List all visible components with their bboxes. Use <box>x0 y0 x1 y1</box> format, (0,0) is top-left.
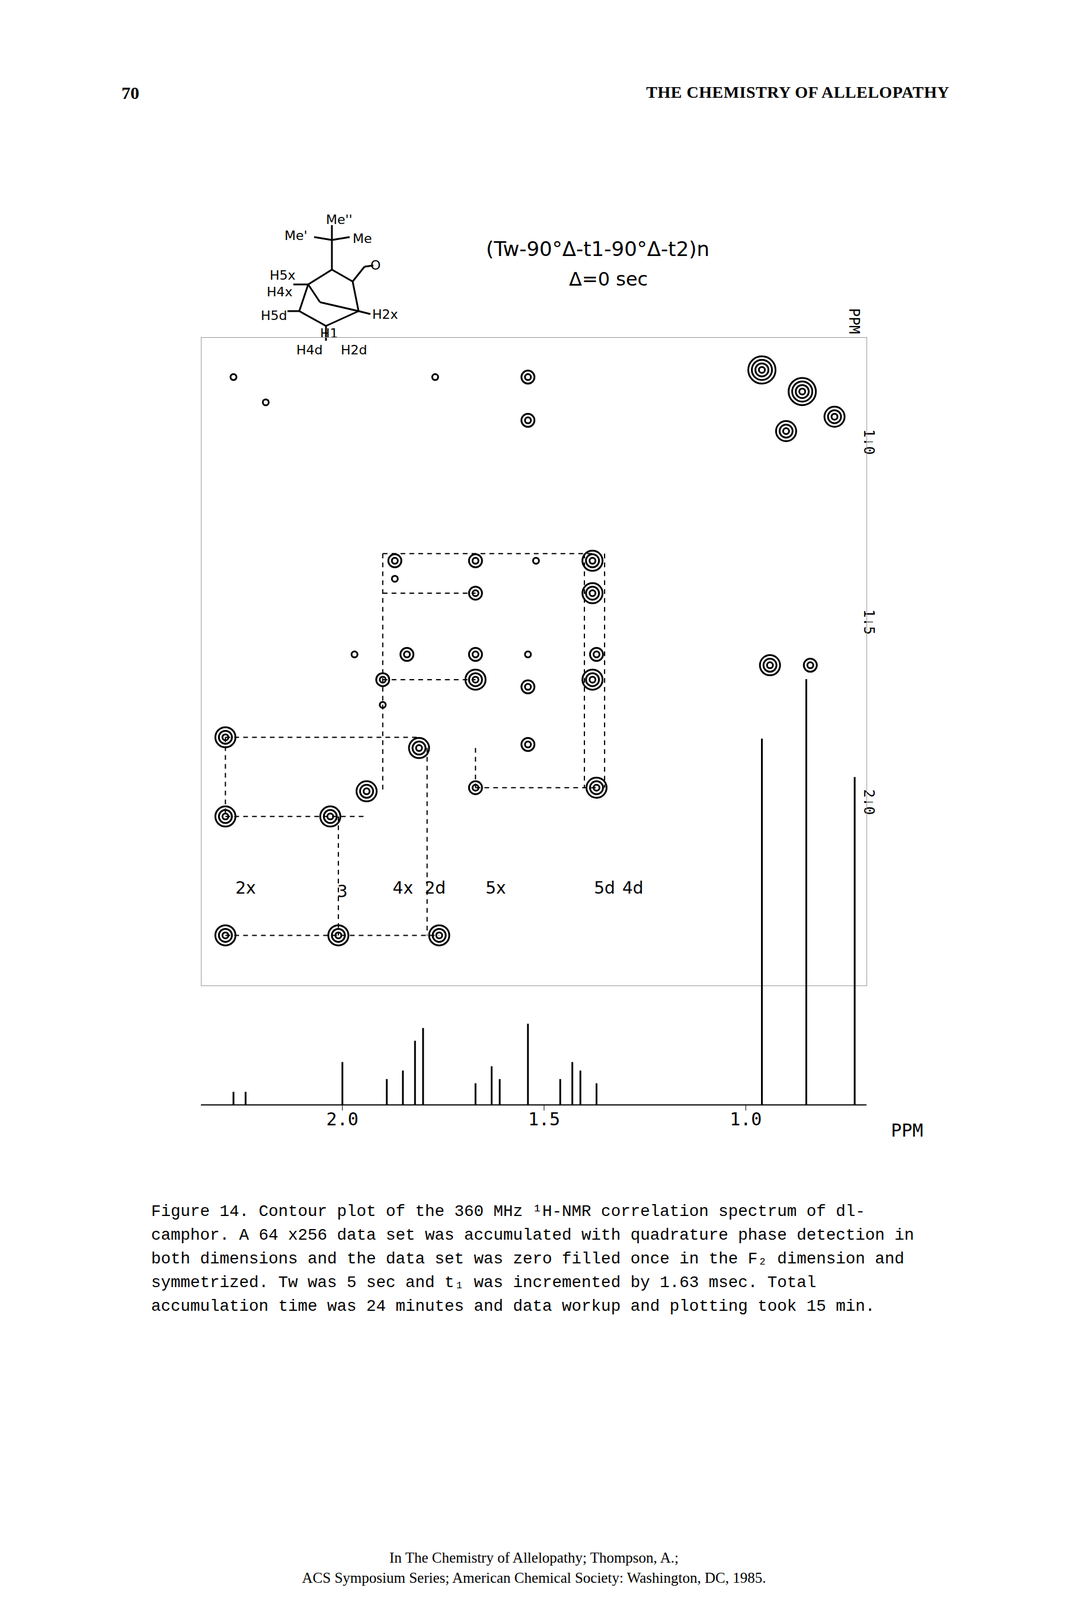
html-text:Figure 14. Contour plot of the: Figure 14. Contour plot of the 360 MHz ¹… <box>151 1202 915 1316</box>
svg-text:1.5: 1.5 <box>860 609 878 635</box>
svg-text:Me'': Me'' <box>325 213 353 227</box>
svg-text:2.0: 2.0 <box>326 1108 359 1130</box>
html-text:In The Chemistry of Allelopath: In The Chemistry of Allelopathy; Thompso… <box>389 1549 679 1566</box>
svg-text:5x: 5x <box>485 878 506 898</box>
svg-text:O: O <box>370 257 381 273</box>
html-text:70: 70 <box>121 82 140 103</box>
html-text:(Tw-90°Δ-t1-90°Δ-t2)n: (Tw-90°Δ-t1-90°Δ-t2)n <box>485 237 710 261</box>
svg-text:PPM: PPM <box>890 1120 923 1139</box>
svg-text:2d: 2d <box>424 878 446 898</box>
html-text:THE CHEMISTRY OF ALLELOPATHY: THE CHEMISTRY OF ALLELOPATHY <box>646 82 950 102</box>
svg-text:H4d: H4d <box>296 342 324 358</box>
svg-text:H5x: H5x <box>269 267 296 283</box>
svg-text:1.0: 1.0 <box>860 429 878 455</box>
svg-text:4d: 4d <box>622 878 644 898</box>
svg-text:H2x: H2x <box>372 307 399 322</box>
svg-text:H4x: H4x <box>266 284 293 300</box>
svg-text:3: 3 <box>337 881 348 902</box>
svg-text:2x: 2x <box>235 878 256 898</box>
svg-text:4x: 4x <box>392 878 414 898</box>
svg-text:5d: 5d <box>593 878 616 898</box>
svg-text:1.5: 1.5 <box>528 1108 561 1130</box>
svg-text:H1: H1 <box>320 325 339 341</box>
svg-text:H5d: H5d <box>260 308 288 324</box>
html-text:ACS Symposium Series; American: ACS Symposium Series; American Chemical … <box>301 1569 767 1586</box>
svg-text:H2d: H2d <box>340 342 368 358</box>
svg-text:1.0: 1.0 <box>729 1108 762 1130</box>
svg-text:2.0: 2.0 <box>860 789 878 815</box>
svg-text:Me': Me' <box>284 228 308 243</box>
html-text:Δ=0 sec: Δ=0 sec <box>568 267 648 291</box>
svg-text:Me: Me <box>352 231 373 246</box>
html-text:PPM: PPM <box>845 308 863 334</box>
